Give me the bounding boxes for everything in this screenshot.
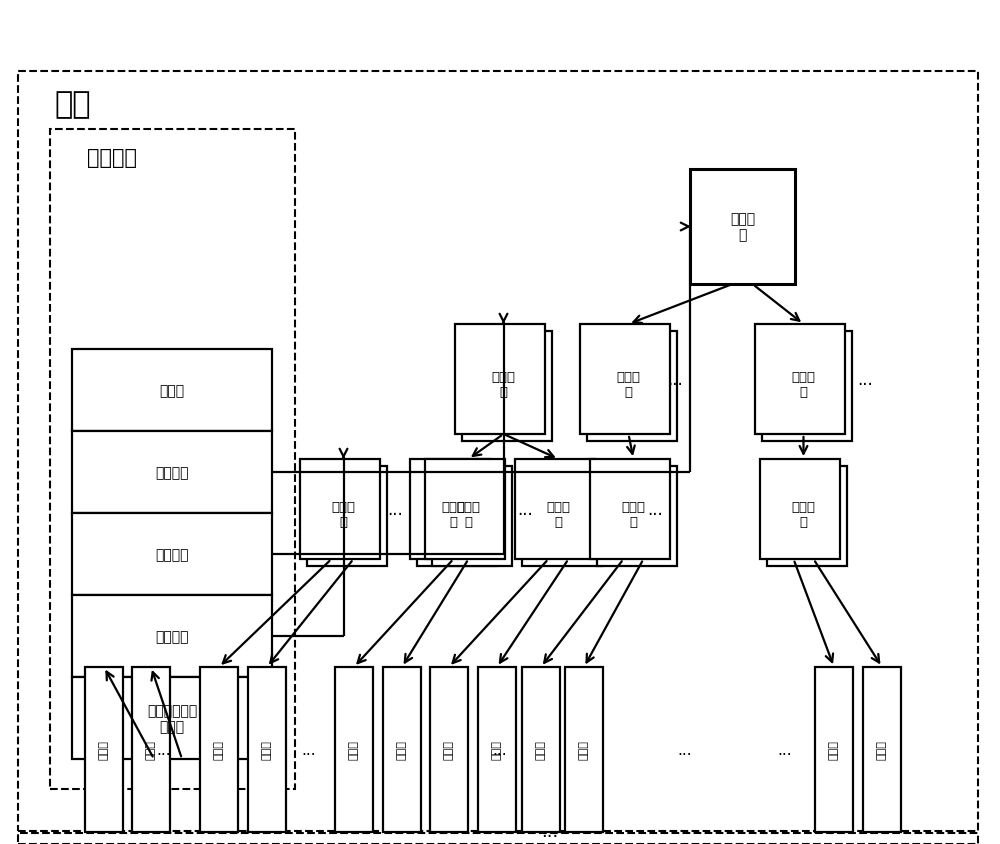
Bar — [72, 677, 272, 759]
Text: ...: ... — [678, 742, 692, 757]
Bar — [132, 668, 170, 832]
Bar — [522, 668, 560, 832]
Bar — [410, 459, 490, 560]
Bar — [383, 668, 421, 832]
Text: 直接节
点: 直接节 点 — [792, 500, 816, 528]
Bar — [72, 513, 272, 595]
Text: 一级间接: 一级间接 — [155, 630, 189, 643]
Bar — [580, 325, 670, 435]
Bar — [515, 459, 595, 560]
Text: 间接节
点: 间接节 点 — [492, 371, 516, 398]
Bar — [200, 668, 238, 832]
Bar — [307, 467, 387, 566]
Bar — [425, 459, 505, 560]
Text: 直接节
点: 直接节 点 — [442, 500, 466, 528]
Text: 直接节
点: 直接节 点 — [547, 500, 571, 528]
Text: 数据块: 数据块 — [262, 739, 272, 760]
Text: ...: ... — [647, 500, 663, 518]
Bar — [478, 668, 516, 832]
Bar — [815, 668, 853, 832]
Text: 数据块: 数据块 — [829, 739, 839, 760]
Bar — [462, 332, 552, 441]
Text: 节点: 节点 — [55, 90, 91, 119]
Text: ...: ... — [541, 822, 559, 840]
Text: 元数据: 元数据 — [159, 383, 185, 398]
Bar — [432, 467, 512, 566]
Bar — [300, 459, 380, 560]
Text: 数据块: 数据块 — [492, 739, 502, 760]
Text: 数据块: 数据块 — [349, 739, 359, 760]
Bar — [335, 668, 373, 832]
Text: 数据块: 数据块 — [397, 739, 407, 760]
Bar — [762, 332, 852, 441]
Text: 间接节
点: 间接节 点 — [792, 371, 816, 398]
Text: 数据块: 数据块 — [877, 739, 887, 760]
Text: 数据块: 数据块 — [146, 739, 156, 760]
Text: ...: ... — [387, 500, 403, 518]
Bar — [690, 170, 795, 284]
Text: ...: ... — [157, 742, 171, 757]
Text: ...: ... — [778, 742, 792, 757]
Text: 直接指针或内
联数据: 直接指针或内 联数据 — [147, 703, 197, 733]
Bar — [755, 325, 845, 435]
Text: 直接节
点: 直接节 点 — [622, 500, 646, 528]
Text: 二级间接: 二级间接 — [155, 548, 189, 561]
Bar — [50, 130, 295, 789]
Bar — [587, 332, 677, 441]
Text: 数据: 数据 — [40, 843, 76, 844]
Text: ...: ... — [493, 742, 507, 757]
Bar — [72, 595, 272, 677]
Bar — [590, 459, 670, 560]
Text: 数据块: 数据块 — [579, 739, 589, 760]
Bar — [248, 668, 286, 832]
Bar — [18, 833, 978, 844]
Text: 三级间接: 三级间接 — [155, 465, 189, 479]
Bar — [430, 668, 468, 832]
Text: 数据块: 数据块 — [444, 739, 454, 760]
Bar — [863, 668, 901, 832]
Text: 数据块: 数据块 — [536, 739, 546, 760]
Bar — [597, 467, 677, 566]
Bar — [522, 467, 602, 566]
Text: ...: ... — [667, 371, 683, 388]
Bar — [72, 349, 272, 431]
Bar — [565, 668, 603, 832]
Text: 数据块: 数据块 — [214, 739, 224, 760]
Bar — [18, 72, 978, 831]
Text: ...: ... — [517, 500, 533, 518]
Text: 间接节
点: 间接节 点 — [730, 212, 755, 242]
Bar — [455, 325, 545, 435]
Bar — [417, 467, 497, 566]
Text: ...: ... — [857, 371, 873, 388]
Text: 数据块: 数据块 — [99, 739, 109, 760]
Bar — [760, 459, 840, 560]
Bar — [767, 467, 847, 566]
Text: 直接节
点: 直接节 点 — [332, 500, 356, 528]
Text: 直接节
点: 直接节 点 — [457, 500, 481, 528]
Bar — [72, 431, 272, 513]
Text: 索引节点: 索引节点 — [87, 148, 137, 168]
Text: 间接节
点: 间接节 点 — [616, 371, 640, 398]
Text: ...: ... — [302, 742, 316, 757]
Bar — [85, 668, 123, 832]
